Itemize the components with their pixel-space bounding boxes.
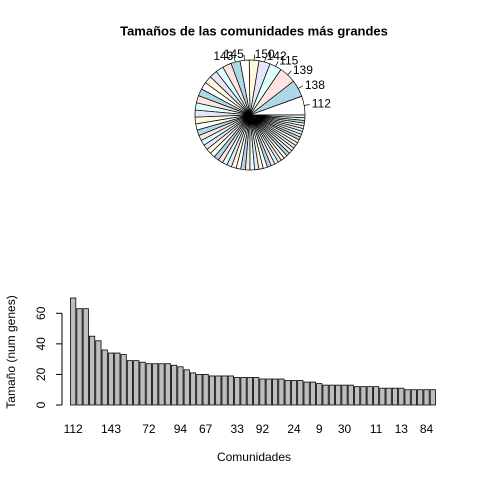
- bar: [197, 374, 202, 405]
- bar: [354, 387, 359, 405]
- bar: [411, 390, 416, 405]
- bar: [115, 353, 120, 405]
- x-tick-label: 72: [142, 422, 156, 436]
- pie-label: 138: [305, 78, 325, 92]
- y-axis-label: Tamaño (num genes): [4, 295, 18, 408]
- bar: [178, 367, 183, 405]
- bar: [171, 365, 176, 405]
- bar: [361, 387, 366, 405]
- x-axis-label: Comunidades: [217, 450, 291, 464]
- bar: [405, 390, 410, 405]
- pie-label-tick: [244, 55, 245, 60]
- bar: [304, 382, 309, 405]
- pie-label-tick: [298, 86, 303, 89]
- bar: [329, 385, 334, 405]
- pie-label: 143: [213, 49, 233, 63]
- bar: [392, 388, 397, 405]
- bar: [153, 364, 158, 405]
- x-tick-label: 92: [256, 422, 270, 436]
- bar: [77, 309, 82, 405]
- pie-label: 112: [312, 97, 331, 111]
- bar: [159, 364, 164, 405]
- bar: [102, 350, 107, 405]
- bar: [336, 385, 341, 405]
- bar: [272, 379, 277, 405]
- bar: [317, 384, 322, 405]
- bar: [373, 387, 378, 405]
- bar: [140, 362, 145, 405]
- bar: [241, 377, 246, 405]
- bar: [367, 387, 372, 405]
- bar: [127, 361, 132, 405]
- x-tick-label: 84: [420, 422, 434, 436]
- x-tick-label: 24: [287, 422, 301, 436]
- bar: [247, 377, 252, 405]
- bar: [121, 355, 126, 405]
- x-tick-label: 67: [199, 422, 213, 436]
- bar: [134, 361, 139, 405]
- y-tick-label: 40: [34, 337, 48, 351]
- bar: [342, 385, 347, 405]
- bar: [228, 376, 233, 405]
- pie-title: Tamaños de las comunidades más grandes: [120, 23, 388, 38]
- y-tick-label: 60: [34, 306, 48, 320]
- bar: [291, 381, 296, 405]
- bar: [386, 388, 391, 405]
- pie-label: 150: [255, 47, 275, 61]
- x-tick-label: 9: [316, 422, 323, 436]
- pie-label-tick: [304, 105, 309, 106]
- bar: [146, 364, 151, 405]
- bar: [260, 379, 265, 405]
- bar: [96, 341, 101, 405]
- bar: [184, 370, 189, 405]
- bar: [203, 374, 208, 405]
- bar: [209, 376, 214, 405]
- bar: [399, 388, 404, 405]
- x-tick-label: 143: [101, 422, 121, 436]
- bar: [323, 385, 328, 405]
- y-tick-label: 20: [34, 367, 48, 381]
- bar: [235, 377, 240, 405]
- pie-label-tick: [288, 71, 292, 75]
- bar: [418, 390, 423, 405]
- bar: [279, 379, 284, 405]
- x-tick-label: 30: [338, 422, 352, 436]
- x-tick-label: 13: [395, 422, 409, 436]
- x-tick-label: 94: [174, 422, 188, 436]
- bar: [348, 385, 353, 405]
- bar: [165, 364, 170, 405]
- x-tick-label: 11: [370, 422, 383, 436]
- bar: [424, 390, 429, 405]
- bar: [298, 381, 303, 405]
- x-tick-label: 33: [231, 422, 245, 436]
- bar: [83, 309, 88, 405]
- bar: [216, 376, 221, 405]
- bar: [89, 336, 94, 405]
- bar: [266, 379, 271, 405]
- bar: [190, 373, 195, 405]
- bar: [380, 388, 385, 405]
- bar: [108, 353, 113, 405]
- bar: [222, 376, 227, 405]
- bar: [310, 382, 315, 405]
- x-tick-label: 112: [64, 422, 83, 436]
- bar: [285, 381, 290, 405]
- bar: [254, 377, 259, 405]
- y-tick-label: 0: [34, 401, 48, 408]
- bar: [71, 298, 76, 405]
- bar: [430, 390, 435, 405]
